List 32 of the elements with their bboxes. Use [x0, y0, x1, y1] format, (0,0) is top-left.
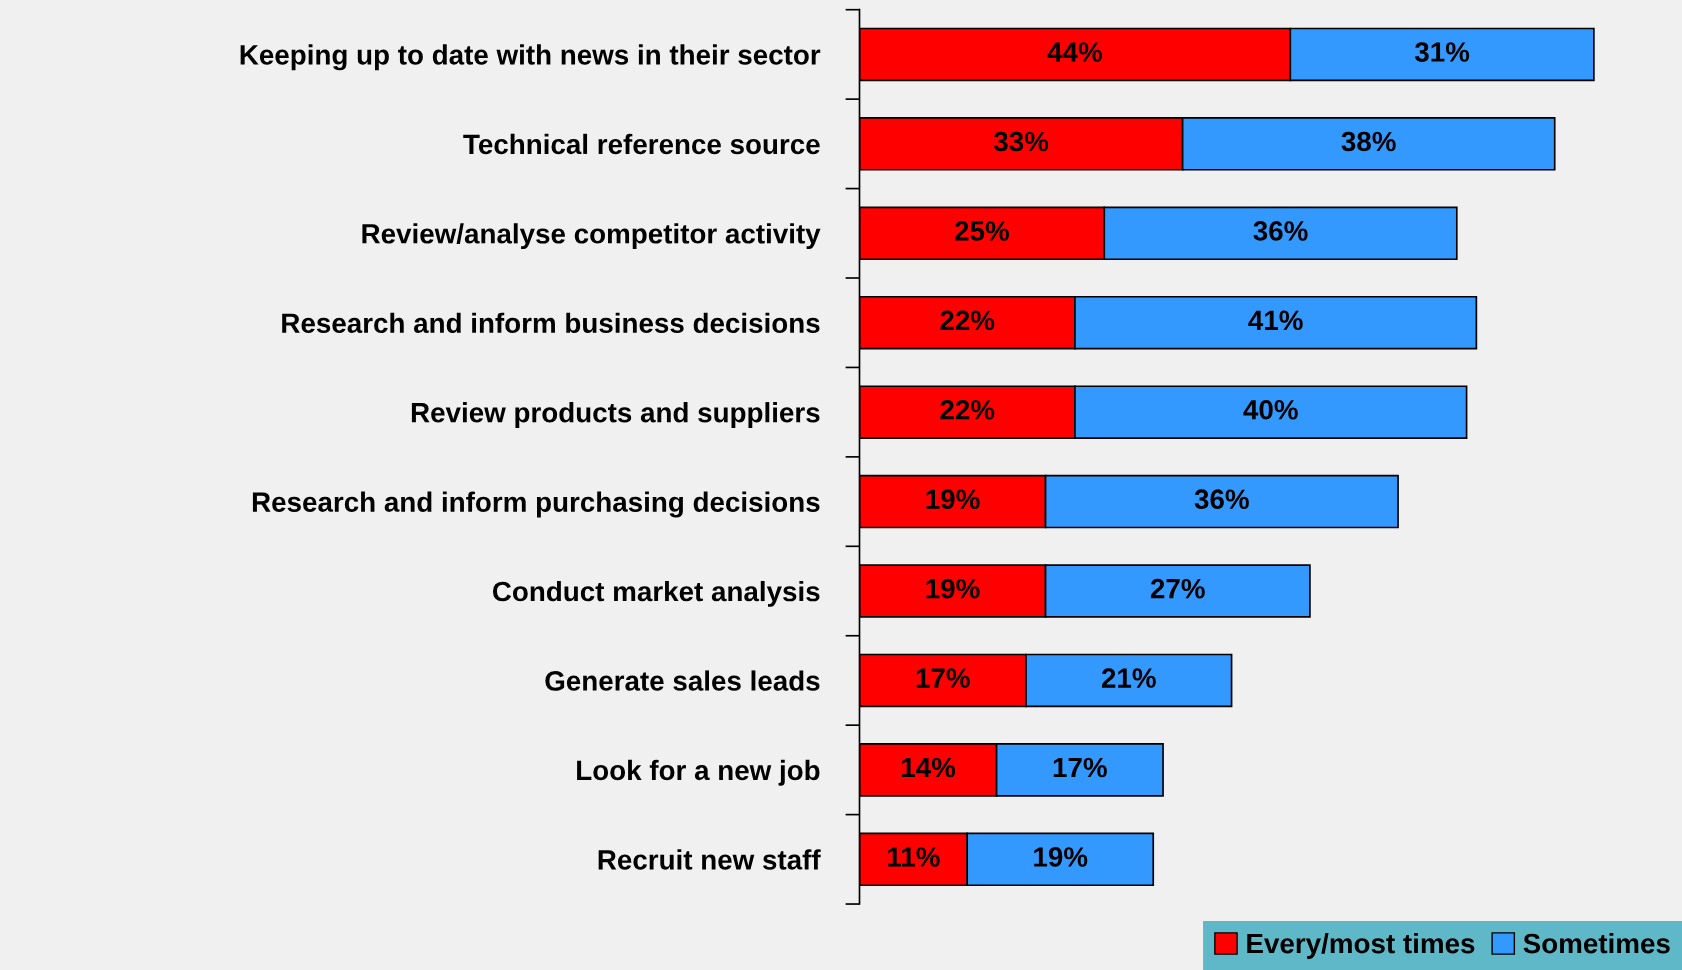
legend-label: Every/most times: [1247, 932, 1475, 959]
data-label: 19%: [1034, 847, 1088, 867]
data-label: 41%: [1248, 310, 1303, 331]
y-tick-label: Review products and suppliers: [411, 402, 820, 428]
y-tick-label: Look for a new job: [577, 759, 820, 786]
data-label: 19%: [926, 489, 980, 510]
data-label: 22%: [940, 399, 995, 420]
y-tick-label: Technical reference source: [463, 133, 820, 155]
y-tick-label: Research and inform purchasing decisions: [252, 491, 820, 518]
data-label: 27%: [1150, 578, 1205, 599]
y-tick-label: Research and inform business decisions: [282, 312, 820, 334]
data-label: 14%: [902, 757, 956, 778]
y-tick-label: Keeping up to date with news in their sector: [240, 44, 821, 71]
y-tick-label: Generate sales leads: [545, 670, 820, 691]
data-label: 19%: [926, 578, 980, 599]
data-label: 17%: [916, 668, 970, 688]
data-label: 21%: [1101, 668, 1156, 688]
y-tick-label: Recruit new staff: [598, 849, 821, 870]
data-label: 36%: [1194, 489, 1249, 510]
legend-label: Sometimes: [1523, 932, 1670, 954]
data-label: 25%: [955, 221, 1009, 241]
data-label: 31%: [1414, 42, 1470, 62]
data-label: 44%: [1047, 42, 1102, 62]
y-tick-label: Review/analyse competitor activity: [362, 223, 821, 250]
data-label: 40%: [1243, 399, 1298, 420]
data-label: 17%: [1053, 757, 1107, 778]
data-label: 33%: [993, 131, 1049, 152]
data-label: 38%: [1341, 131, 1396, 152]
y-tick-label: Conduct market analysis: [492, 580, 820, 607]
data-label: 36%: [1253, 221, 1308, 241]
data-label: 11%: [888, 847, 940, 867]
data-label: 22%: [940, 310, 995, 331]
